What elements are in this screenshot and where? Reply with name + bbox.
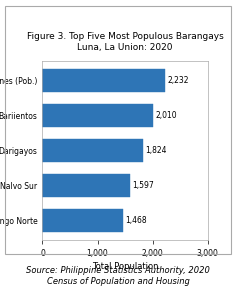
- X-axis label: Total Population: Total Population: [92, 262, 158, 271]
- Bar: [42, 174, 131, 197]
- Text: 1,824: 1,824: [145, 146, 166, 155]
- Bar: [42, 69, 165, 92]
- Text: Figure 3. Top Five Most Populous Barangays
Luna, La Union: 2020: Figure 3. Top Five Most Populous Baranga…: [27, 32, 223, 52]
- Text: Source: Philippine Statistics Authority, 2020
Census of Population and Housing: Source: Philippine Statistics Authority,…: [26, 266, 210, 286]
- Bar: [42, 104, 153, 127]
- Bar: [42, 139, 143, 162]
- Text: 2,010: 2,010: [155, 111, 177, 120]
- Text: 1,468: 1,468: [125, 216, 147, 225]
- Text: 1,597: 1,597: [132, 181, 154, 190]
- Bar: [42, 209, 123, 232]
- Text: 2,232: 2,232: [167, 76, 189, 85]
